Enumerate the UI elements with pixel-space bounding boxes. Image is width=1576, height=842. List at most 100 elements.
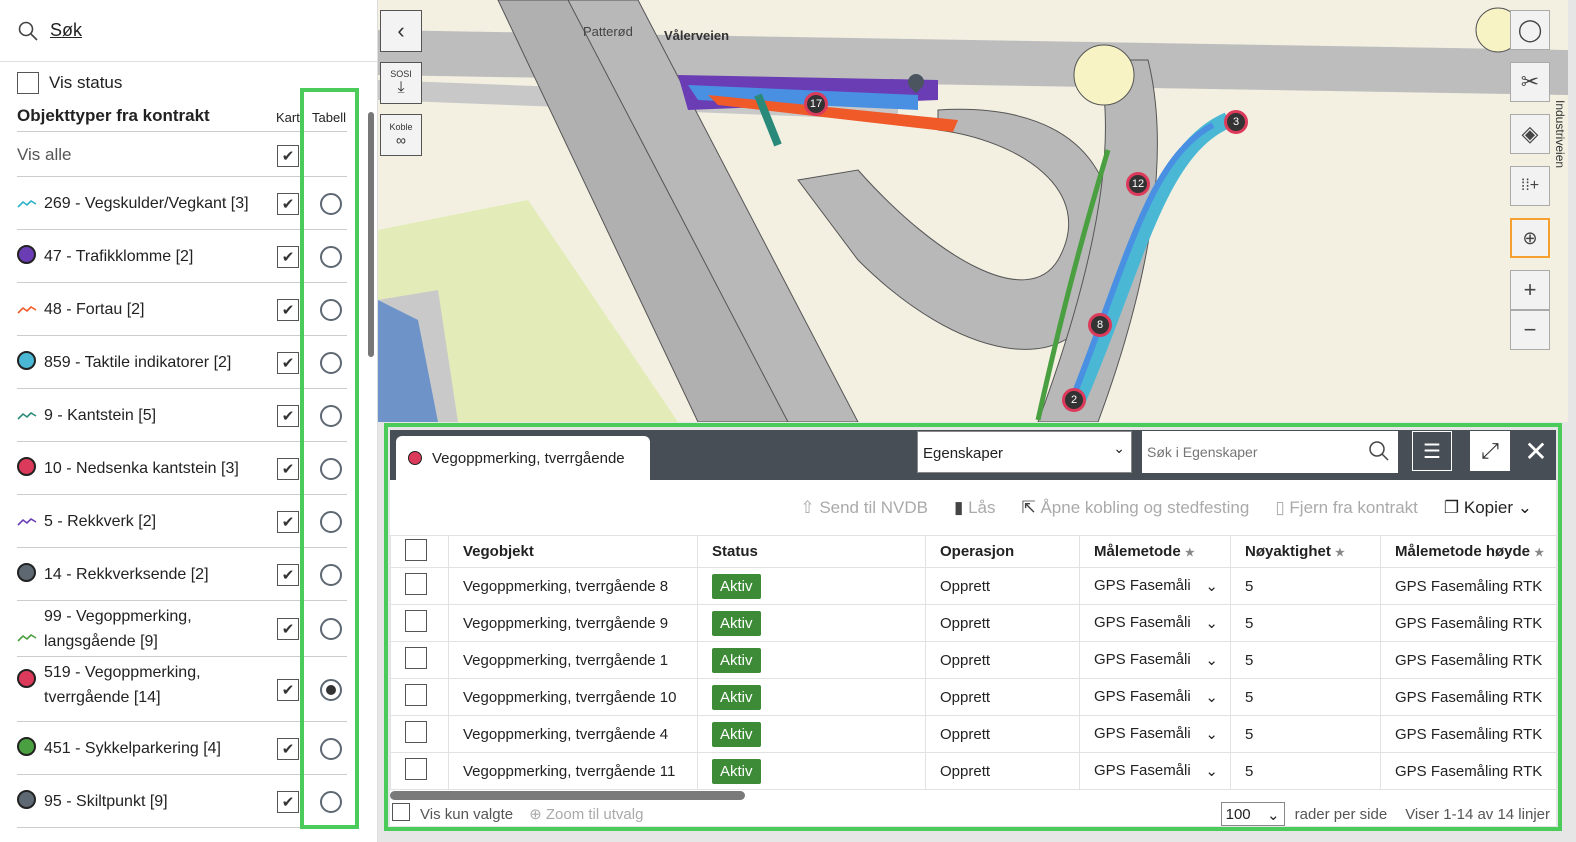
malemetode-select[interactable]: GPS Fasemåli ⌄ xyxy=(1079,678,1231,716)
zoom-to-selection-link[interactable]: ⊕ Zoom til utvalg xyxy=(529,805,643,823)
row-checkbox[interactable] xyxy=(405,684,427,706)
table-row[interactable]: Vegoppmerking, tverrgående 4 Aktiv Oppre… xyxy=(390,715,1557,753)
malemetode-value: GPS Fasemåli xyxy=(1094,688,1191,705)
vis-alle-checkbox[interactable]: ✔ xyxy=(277,145,299,167)
malemetode-hoyde-select[interactable]: GPS Fasemåling RTK xyxy=(1380,678,1557,716)
tabell-radio[interactable] xyxy=(320,510,342,533)
tabell-radio[interactable] xyxy=(320,790,342,813)
table-row[interactable]: Vegoppmerking, tverrgående 8 Aktiv Oppre… xyxy=(390,567,1557,605)
open-link-button[interactable]: ⇱ Åpne kobling og stedfesting xyxy=(1021,498,1249,518)
map-cluster[interactable]: 8 xyxy=(1088,313,1112,337)
tabell-radio[interactable] xyxy=(320,351,342,374)
column-header[interactable]: Målemetode ★ xyxy=(1079,535,1231,568)
remove-from-contract-button[interactable]: ▯ Fjern fra kontrakt xyxy=(1275,498,1418,518)
collapse-sidebar-button[interactable]: ‹ xyxy=(380,10,422,52)
map-cluster[interactable]: 17 xyxy=(804,92,828,116)
cut-button[interactable]: ✂ xyxy=(1510,62,1550,102)
table-row[interactable]: Vegoppmerking, tverrgående 11 Aktiv Oppr… xyxy=(390,752,1557,790)
kart-checkbox[interactable]: ✔ xyxy=(277,457,299,480)
tabell-radio[interactable] xyxy=(320,618,342,640)
malemetode-hoyde-select[interactable]: GPS Fasemåling RTK xyxy=(1380,641,1557,679)
noyaktighet-cell[interactable]: 5 xyxy=(1230,567,1381,605)
malemetode-hoyde-select[interactable]: GPS Fasemåling RTK xyxy=(1380,715,1557,753)
column-header[interactable]: Målemetode høyde ★ xyxy=(1380,535,1557,568)
copy-button[interactable]: ❐ Kopier ⌄ xyxy=(1444,498,1532,518)
tabell-radio[interactable] xyxy=(320,298,342,321)
close-panel-button[interactable]: ✕ xyxy=(1516,431,1556,471)
send-to-nvdb-button[interactable]: ⇧ Send til NVDB xyxy=(800,498,928,518)
only-selected-checkbox[interactable] xyxy=(392,803,410,825)
map-cluster[interactable]: 12 xyxy=(1126,172,1150,196)
lock-button[interactable]: ▮ Lås xyxy=(954,498,996,518)
malemetode-hoyde-select[interactable]: GPS Fasemåling RTK xyxy=(1380,567,1557,605)
column-header[interactable]: Status xyxy=(697,535,926,568)
page-size-select[interactable]: 100 ⌄ xyxy=(1220,802,1285,826)
row-checkbox[interactable] xyxy=(405,721,427,743)
column-header[interactable]: Vegobjekt xyxy=(448,535,698,568)
malemetode-select[interactable]: GPS Fasemåli ⌄ xyxy=(1079,752,1231,790)
row-checkbox[interactable] xyxy=(405,647,427,669)
kart-checkbox[interactable]: ✔ xyxy=(277,510,299,533)
map[interactable]: Patterød Vålerveien Industriveien 17 3 12 8… xyxy=(378,0,1568,422)
malemetode-select[interactable]: GPS Fasemåli ⌄ xyxy=(1079,567,1231,605)
column-header[interactable]: Operasjon xyxy=(925,535,1080,568)
tabell-radio[interactable] xyxy=(320,678,342,701)
map-cluster[interactable]: 2 xyxy=(1062,388,1086,412)
search-icon xyxy=(18,21,38,41)
malemetode-select[interactable]: GPS Fasemåli ⌄ xyxy=(1079,641,1231,679)
kart-checkbox[interactable]: ✔ xyxy=(277,351,299,374)
tabell-radio[interactable] xyxy=(320,245,342,268)
tabell-radio[interactable] xyxy=(320,192,342,215)
search-icon[interactable] xyxy=(1368,440,1390,462)
zoom-out-button[interactable]: − xyxy=(1510,310,1550,350)
tabell-radio[interactable] xyxy=(320,457,342,480)
table-row[interactable]: Vegoppmerking, tverrgående 10 Aktiv Oppr… xyxy=(390,678,1557,716)
columns-add-icon: ⁞⁞+ xyxy=(1520,177,1540,194)
kart-checkbox[interactable]: ✔ xyxy=(277,298,299,321)
noyaktighet-cell[interactable]: 5 xyxy=(1230,604,1381,642)
table-row[interactable]: Vegoppmerking, tverrgående 9 Aktiv Oppre… xyxy=(390,604,1557,642)
malemetode-select[interactable]: GPS Fasemåli ⌄ xyxy=(1079,715,1231,753)
select-all-checkbox[interactable] xyxy=(405,538,427,561)
malemetode-select[interactable]: GPS Fasemåli ⌄ xyxy=(1079,604,1231,642)
add-column-button[interactable]: ⁞⁞+ xyxy=(1510,166,1550,206)
column-header[interactable]: Nøyaktighet ★ xyxy=(1230,535,1381,568)
table-row[interactable]: Vegoppmerking, tverrgående 1 Aktiv Oppre… xyxy=(390,641,1557,679)
kart-checkbox[interactable]: ✔ xyxy=(277,618,299,640)
noyaktighet-cell[interactable]: 5 xyxy=(1230,641,1381,679)
malemetode-hoyde-select[interactable]: GPS Fasemåling RTK xyxy=(1380,604,1557,642)
properties-search-input[interactable] xyxy=(1142,431,1398,473)
kart-checkbox[interactable]: ✔ xyxy=(277,192,299,215)
zoom-in-button[interactable]: + xyxy=(1510,270,1550,310)
horizontal-scrollbar[interactable] xyxy=(390,791,745,800)
kart-checkbox[interactable]: ✔ xyxy=(277,245,299,268)
layers-button[interactable]: ◈ xyxy=(1510,114,1550,154)
search-button[interactable]: Søk xyxy=(0,0,377,62)
sidebar-scrollbar[interactable] xyxy=(368,112,374,357)
tabell-radio[interactable] xyxy=(320,404,342,427)
row-checkbox[interactable] xyxy=(405,610,427,632)
noyaktighet-cell[interactable]: 5 xyxy=(1230,752,1381,790)
sosi-download-button[interactable]: SOSI ⤓ xyxy=(380,62,422,104)
koble-button[interactable]: Koble ∞ xyxy=(380,114,422,156)
properties-select[interactable]: Egenskaper ⌄ xyxy=(917,431,1132,473)
kart-checkbox[interactable]: ✔ xyxy=(277,790,299,813)
tabell-radio[interactable] xyxy=(320,737,342,760)
kart-checkbox[interactable]: ✔ xyxy=(277,404,299,427)
malemetode-hoyde-select[interactable]: GPS Fasemåling RTK xyxy=(1380,752,1557,790)
tab-vegoppmerking[interactable]: Vegoppmerking, tverrgående xyxy=(396,436,650,480)
lasso-button[interactable]: ◯ xyxy=(1510,10,1550,50)
noyaktighet-cell[interactable]: 5 xyxy=(1230,715,1381,753)
column-settings-button[interactable]: ☰ xyxy=(1412,431,1452,471)
row-checkbox[interactable] xyxy=(405,573,427,595)
expand-button[interactable]: ⤢ xyxy=(1470,431,1510,471)
map-cluster[interactable]: 3 xyxy=(1224,110,1248,134)
kart-checkbox[interactable]: ✔ xyxy=(277,678,299,701)
kart-checkbox[interactable]: ✔ xyxy=(277,737,299,760)
tabell-radio[interactable] xyxy=(320,563,342,586)
kart-checkbox[interactable]: ✔ xyxy=(277,563,299,586)
zoom-to-selection-button[interactable]: ⊕ xyxy=(1510,218,1550,258)
noyaktighet-cell[interactable]: 5 xyxy=(1230,678,1381,716)
row-checkbox[interactable] xyxy=(405,758,427,780)
vis-status-checkbox[interactable] xyxy=(17,72,39,94)
